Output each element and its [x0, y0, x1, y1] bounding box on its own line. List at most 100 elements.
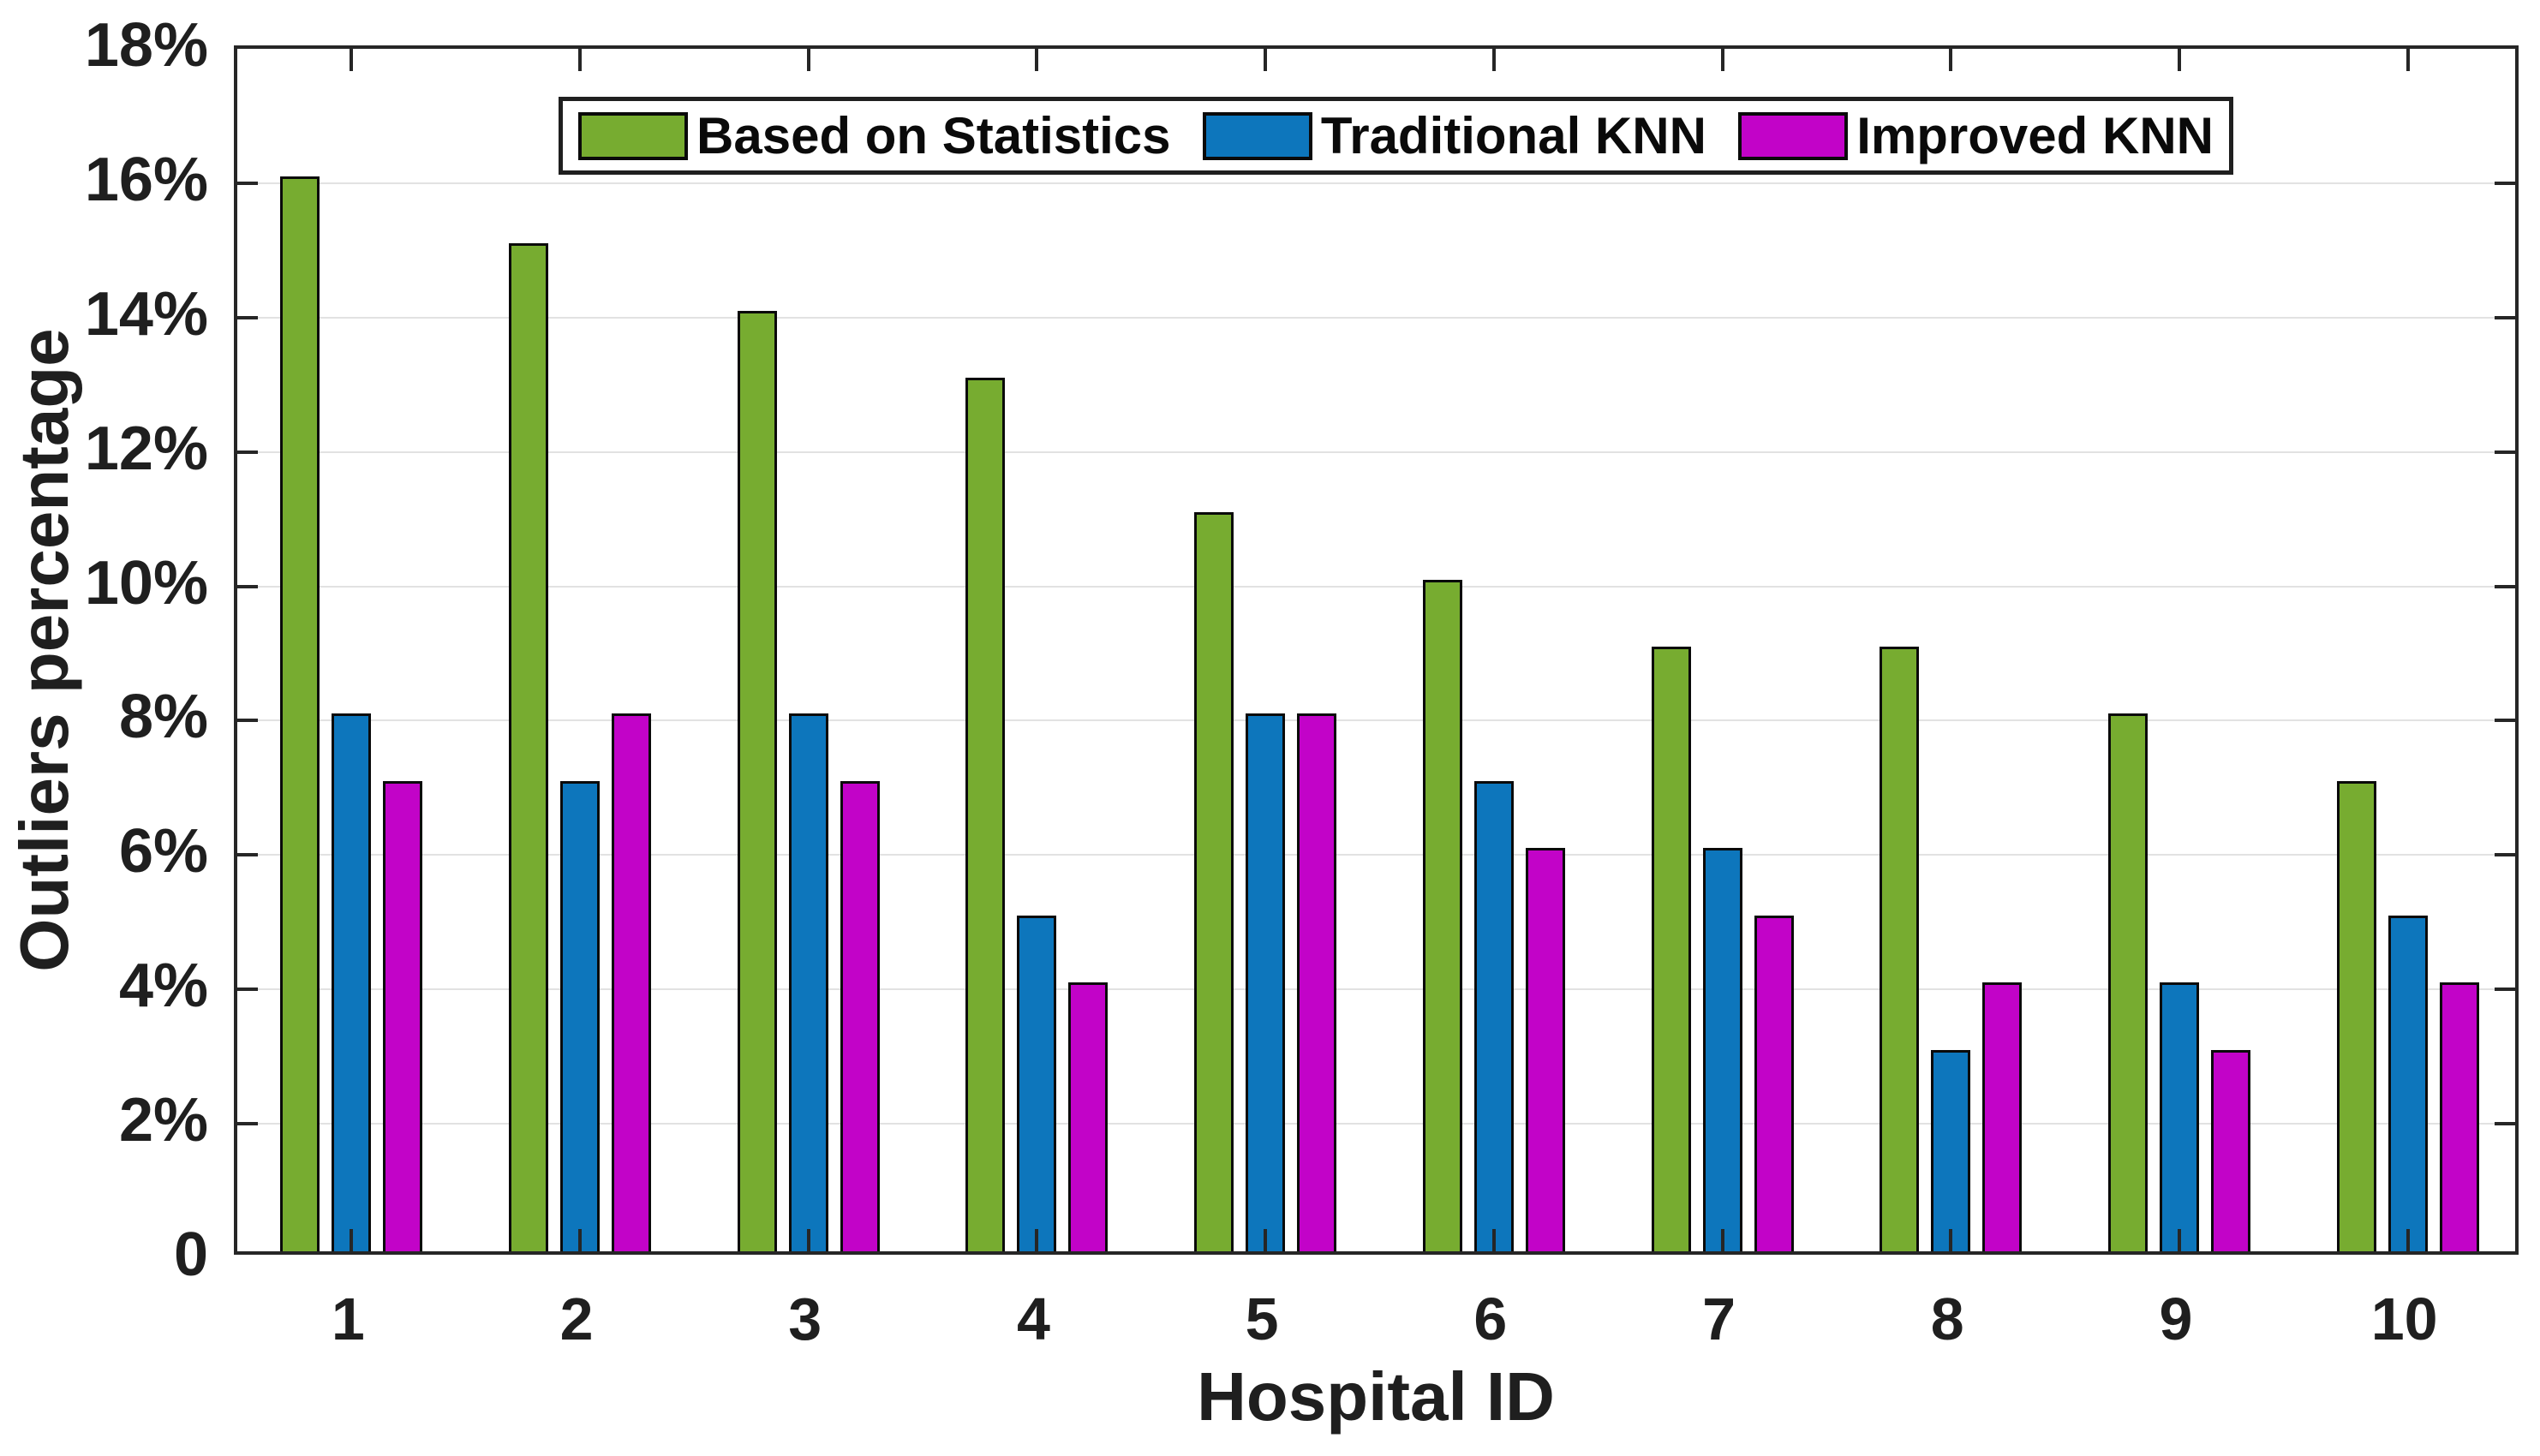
x-axis-tick [578, 1229, 583, 1251]
bar-improved-knn-hospital-4 [1068, 982, 1109, 1251]
y-tick-label-18pct: 18% [84, 11, 208, 80]
y-axis-tick [237, 719, 258, 723]
plot-area [234, 45, 2519, 1255]
bar-based-on-statistics-hospital-9 [2107, 713, 2148, 1251]
y-axis-tick [2495, 450, 2515, 454]
y-axis-label: Outliers percentage [6, 328, 82, 972]
x-tick-label-6: 6 [1473, 1286, 1508, 1352]
legend-item-improved-knn: Improved KNN [1738, 110, 2214, 162]
legend-label-improved-knn: Improved KNN [1856, 106, 2214, 164]
y-tick-label-4pct: 4% [118, 952, 208, 1021]
bar-traditional-knn-hospital-3 [788, 713, 828, 1251]
gridline-8 [237, 719, 2515, 722]
bar-improved-knn-hospital-2 [612, 713, 652, 1251]
y-axis-tick [2495, 181, 2515, 185]
y-axis-tick [237, 450, 258, 454]
x-tick-label-9: 9 [2159, 1286, 2193, 1352]
y-axis-tick [237, 315, 258, 319]
y-axis-tick [237, 584, 258, 588]
x-tick-label-5: 5 [1245, 1286, 1279, 1352]
bar-based-on-statistics-hospital-2 [509, 243, 549, 1251]
legend-item-traditional-knn: Traditional KNN [1202, 106, 1706, 164]
x-tick-label-4: 4 [1016, 1286, 1050, 1352]
bar-traditional-knn-hospital-6 [1473, 780, 1514, 1251]
y-tick-label-2pct: 2% [118, 1086, 208, 1155]
gridline-6 [237, 854, 2515, 856]
y-axis-tick [2495, 719, 2515, 723]
x-tick-label-8: 8 [1930, 1286, 1964, 1352]
x-axis-tick [1949, 1229, 1953, 1251]
bar-improved-knn-hospital-8 [1982, 982, 2023, 1251]
legend: Based on Statistics Traditional KNN Improv… [559, 97, 2233, 175]
legend-item-based-on-statistics: Based on Statistics [578, 110, 1171, 162]
bar-based-on-statistics-hospital-5 [1194, 512, 1234, 1251]
legend-swatch-traditional-knn [1202, 111, 1312, 160]
x-axis-tick [2177, 1229, 2181, 1251]
x-axis-tick [350, 49, 354, 71]
bar-traditional-knn-hospital-10 [2388, 915, 2428, 1251]
bar-improved-knn-hospital-6 [1525, 848, 1565, 1251]
x-axis-tick [2177, 49, 2181, 71]
bar-traditional-knn-hospital-7 [1702, 848, 1742, 1251]
x-axis-tick [1264, 49, 1268, 71]
bar-traditional-knn-hospital-9 [2159, 982, 2199, 1251]
bar-traditional-knn-hospital-8 [1931, 1049, 1971, 1251]
y-axis-tick [2495, 584, 2515, 588]
y-axis-tick [237, 1122, 258, 1126]
x-axis-tick [1035, 1229, 1039, 1251]
x-axis-tick [806, 49, 810, 71]
legend-label-based-on-statistics: Based on Statistics [696, 106, 1171, 164]
gridline-14 [237, 316, 2515, 319]
y-tick-label-16pct: 16% [84, 145, 208, 214]
bar-based-on-statistics-hospital-10 [2336, 780, 2376, 1251]
bar-based-on-statistics-hospital-3 [737, 310, 777, 1251]
bar-traditional-knn-hospital-5 [1246, 713, 1286, 1251]
legend-swatch-based-on-statistics [578, 111, 688, 160]
gridline-12 [237, 451, 2515, 453]
bar-based-on-statistics-hospital-1 [280, 176, 320, 1251]
bar-improved-knn-hospital-3 [840, 780, 880, 1251]
bar-based-on-statistics-hospital-7 [1651, 647, 1691, 1251]
x-axis-tick [578, 49, 583, 71]
x-axis-tick [1491, 1229, 1496, 1251]
x-tick-label-7: 7 [1702, 1286, 1736, 1352]
x-tick-label-3: 3 [788, 1286, 822, 1352]
x-axis-tick [1720, 49, 1724, 71]
bar-based-on-statistics-hospital-4 [965, 378, 1006, 1251]
bar-based-on-statistics-hospital-6 [1422, 579, 1462, 1251]
x-axis-label: Hospital ID [1197, 1358, 1555, 1435]
y-tick-label-14pct: 14% [84, 279, 208, 349]
x-axis-tick [2406, 49, 2410, 71]
y-tick-label-8pct: 8% [118, 683, 208, 752]
x-axis-tick [1949, 49, 1953, 71]
y-axis-tick [2495, 1122, 2515, 1126]
bar-improved-knn-hospital-5 [1297, 713, 1337, 1251]
y-axis-tick [2495, 988, 2515, 992]
x-axis-tick [806, 1229, 810, 1251]
bar-improved-knn-hospital-1 [383, 780, 423, 1251]
x-axis-tick [350, 1229, 354, 1251]
x-axis-tick [2406, 1229, 2410, 1251]
bar-improved-knn-hospital-7 [1754, 915, 1794, 1251]
legend-label-traditional-knn: Traditional KNN [1320, 106, 1706, 164]
y-axis-tick [237, 988, 258, 992]
gridline-4 [237, 988, 2515, 991]
y-axis-tick [2495, 853, 2515, 857]
x-axis-tick [1491, 49, 1496, 71]
x-axis-tick [1264, 1229, 1268, 1251]
bar-traditional-knn-hospital-2 [560, 780, 601, 1251]
bar-traditional-knn-hospital-4 [1017, 915, 1057, 1251]
y-axis-tick [2495, 315, 2515, 319]
y-tick-label-10pct: 10% [84, 548, 208, 618]
y-axis-tick [237, 853, 258, 857]
bar-traditional-knn-hospital-1 [332, 713, 372, 1251]
gridline-16 [237, 182, 2515, 184]
x-tick-label-2: 2 [559, 1286, 594, 1352]
bar-improved-knn-hospital-10 [2439, 982, 2479, 1251]
legend-swatch-improved-knn [1738, 111, 1849, 160]
x-axis-tick [1720, 1229, 1724, 1251]
y-tick-label-0: 0 [173, 1220, 208, 1289]
x-axis-tick [1035, 49, 1039, 71]
gridline-2 [237, 1123, 2515, 1125]
